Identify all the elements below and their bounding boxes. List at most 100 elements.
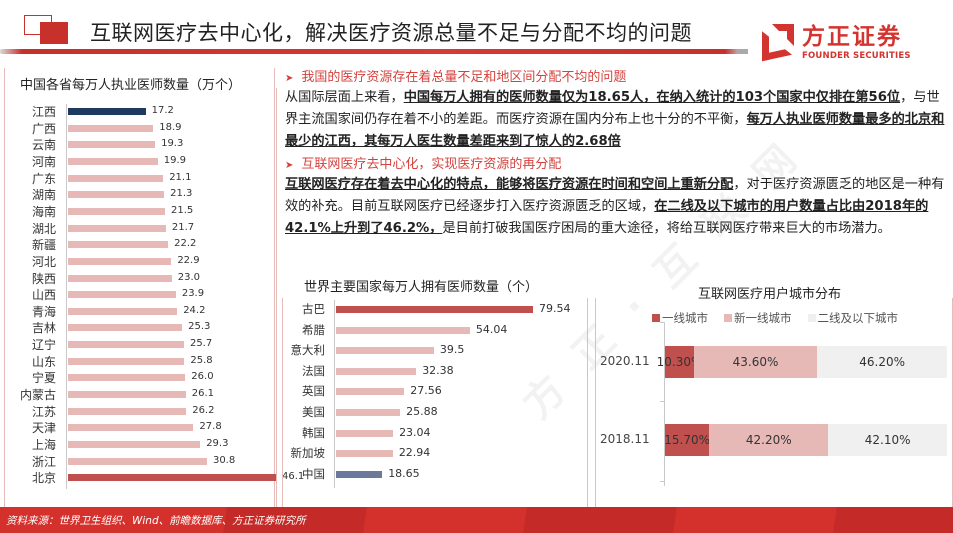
province-value: 25.3 <box>188 321 211 333</box>
legend-item: 二线及以下城市 <box>807 310 899 326</box>
legend-item: 一线城市 <box>652 310 708 326</box>
province-chart-title: 中国各省每万人执业医师数量（万个） <box>20 78 242 93</box>
arrow-bullet-icon: ➤ <box>285 160 294 171</box>
province-bar <box>68 291 176 299</box>
legend-label: 二线及以下城市 <box>817 311 899 325</box>
province-label: 天津 <box>31 421 56 436</box>
paragraph-2: 互联网医疗存在着去中心化的特点，能够将医疗资源在时间和空间上重新分配，对于医疗资… <box>285 177 945 236</box>
stacked-segment: 42.10% <box>828 424 947 456</box>
province-value: 22.9 <box>177 254 200 266</box>
stacked-segment: 15.70% <box>664 424 710 456</box>
city-distribution-title: 互联网医疗用户城市分布 <box>698 287 842 302</box>
arrow-bullet-icon: ➤ <box>285 73 294 84</box>
country-value: 23.04 <box>399 425 431 439</box>
stacked-segment: 42.20% <box>709 424 829 456</box>
province-bar <box>68 124 154 132</box>
country-bar <box>336 429 394 437</box>
province-label: 陕西 <box>31 271 56 286</box>
province-value: 26.1 <box>191 388 215 400</box>
province-bar <box>68 341 184 349</box>
province-label: 山东 <box>31 354 56 369</box>
country-value: 18.65 <box>388 466 420 480</box>
province-bar <box>68 257 172 265</box>
country-value: 39.5 <box>439 343 465 357</box>
province-value: 26.0 <box>191 371 214 383</box>
country-bar <box>336 306 533 313</box>
province-bar <box>68 157 158 165</box>
province-label: 湖北 <box>31 221 56 236</box>
province-bar <box>68 224 166 232</box>
province-bar <box>68 191 165 199</box>
province-label: 辽宁 <box>31 338 56 353</box>
province-bar <box>68 424 194 432</box>
province-label: 云南 <box>31 138 56 153</box>
province-value: 25.8 <box>190 354 213 366</box>
country-label: 韩国 <box>302 425 325 440</box>
province-label: 北京 <box>31 471 56 486</box>
country-label: 古巴 <box>302 302 325 316</box>
text-frame-border <box>276 88 277 508</box>
province-bar <box>68 207 165 215</box>
country-label: 英国 <box>302 384 325 399</box>
legend-swatch <box>724 314 732 322</box>
city-distribution-legend: 一线城市 新一线城市 二线及以下城市 <box>652 310 898 326</box>
title-underline-end <box>738 49 748 54</box>
country-label: 法国 <box>302 363 325 378</box>
province-label: 内蒙古 <box>19 388 56 403</box>
province-value: 27.8 <box>199 421 222 433</box>
province-label: 新疆 <box>31 238 56 253</box>
legend-label: 新一线城市 <box>734 311 792 325</box>
country-label: 中国 <box>302 466 325 481</box>
province-bar <box>68 457 207 465</box>
country-bar <box>336 326 470 334</box>
province-value: 46.1 <box>282 471 305 483</box>
province-label: 海南 <box>31 204 56 219</box>
logo-name-en: FOUNDER SECURITIES <box>802 51 911 61</box>
stacked-segment: 10.30% <box>657 346 702 378</box>
province-label: 山西 <box>31 288 56 303</box>
province-value: 30.8 <box>212 454 236 466</box>
country-value: 22.94 <box>398 446 431 460</box>
country-label: 意大利 <box>290 343 326 358</box>
brand-logo: 方正证券 FOUNDER SECURITIES <box>762 24 911 62</box>
page-title: 互联网医疗去中心化，解决医疗资源总量不足与分配不均的问题 <box>90 21 692 45</box>
province-value: 21.1 <box>169 171 192 183</box>
province-label: 江西 <box>31 105 56 119</box>
paragraph-1: 从国际层面上来看，中国每万人拥有的医师数量仅为18.65人，在纳入统计的103个… <box>285 90 945 149</box>
bullet-heading-1: ➤ 我国的医疗资源存在着总量不足和地区间分配不均的问题 <box>285 70 627 85</box>
legend-swatch <box>652 314 660 322</box>
province-bar <box>68 174 164 182</box>
country-value: 79.54 <box>539 302 571 315</box>
title-underline <box>0 49 740 54</box>
province-bar <box>68 391 186 399</box>
country-value: 32.38 <box>422 363 454 377</box>
province-bar <box>68 474 276 482</box>
axis-tick <box>660 401 665 402</box>
province-label: 上海 <box>31 438 56 452</box>
source-note: 资料来源：世界卫生组织、Wind、前瞻数据库、方正证券研究所 <box>6 515 306 527</box>
country-bar <box>336 409 401 416</box>
province-label: 广西 <box>31 121 56 136</box>
province-bar <box>68 141 156 149</box>
province-label: 青海 <box>31 304 56 319</box>
period-label: 2020.11 <box>600 354 650 368</box>
province-label: 浙江 <box>31 454 56 469</box>
province-value: 18.9 <box>159 121 182 133</box>
province-bar <box>68 324 183 332</box>
province-bar <box>68 357 185 365</box>
axis-tick <box>660 481 665 482</box>
province-bar <box>68 307 178 315</box>
province-bar <box>68 374 186 382</box>
province-value: 24.2 <box>183 304 206 316</box>
province-chart-axis <box>66 104 67 489</box>
province-label: 吉林 <box>31 321 56 336</box>
province-value: 22.2 <box>174 238 197 250</box>
country-bar <box>336 367 417 375</box>
stacked-segment: 46.20% <box>816 346 948 378</box>
city-distribution-panel <box>595 298 953 509</box>
country-bar <box>336 470 383 478</box>
country-chart-title: 世界主要国家每万人拥有医师数量（个） <box>304 280 539 295</box>
city-distribution-axis <box>664 322 665 486</box>
province-value: 23.9 <box>181 288 205 300</box>
